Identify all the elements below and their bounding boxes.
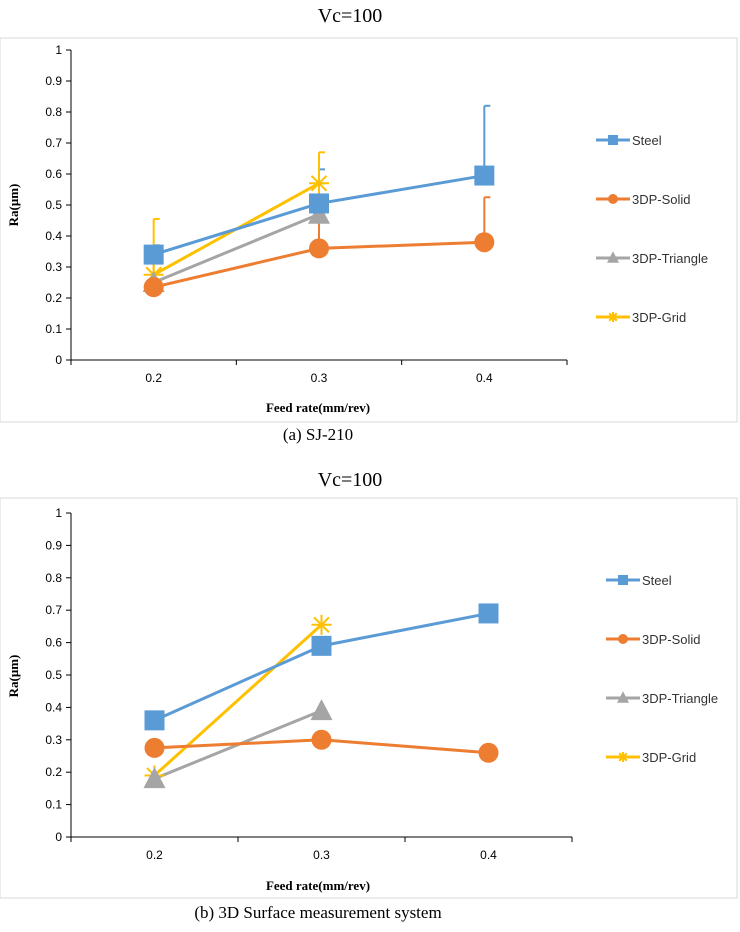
chart-a-ytick-label-3: 0.3 [45,260,62,274]
chart-b-title: Vc=100 [318,469,383,491]
chart-a-ytick-label-2: 0.2 [45,291,62,305]
chart-a-legend-3dp-triangle: 3DP-Triangle [596,251,708,266]
chart-b-xtick-label-2: 0.4 [480,848,497,862]
chart-b-point-3dp-triangle-1 [310,699,333,721]
chart-b-legend-marker-3dp-triangle [617,691,629,703]
chart-b-point-3dp-solid-1 [311,729,332,750]
chart-a-xlabel: Feed rate(mm/rev) [266,400,370,415]
chart-b-point-steel-2 [478,603,499,624]
chart-a-legend-label-3dp-triangle: 3DP-Triangle [632,251,708,266]
chart-b-ytick-label-0: 0 [55,830,62,844]
chart-b-point-steel-0 [144,710,165,731]
chart-b-legend-label-steel: Steel [642,573,672,588]
chart-b-point-3dp-triangle-0 [143,767,166,789]
chart-b-line-3dp-grid [153,623,323,777]
chart-a-ytick-label-9: 0.9 [45,74,62,88]
chart-b-legend-3dp-solid: 3DP-Solid [606,632,701,647]
chart-b-legend-marker-3dp-solid [618,634,628,644]
chart-a-legend-label-3dp-grid: 3DP-Grid [632,310,686,325]
chart-a-ytick-label-0: 0 [55,353,62,367]
chart-b-ytick-label-9: 0.9 [45,538,62,552]
chart-a-point-3dp-solid-0 [143,277,164,298]
chart-b-xlabel: Feed rate(mm/rev) [266,878,370,893]
chart-a-line-3dp-triangle [153,212,320,284]
chart-a-xtick-label-0: 0.2 [145,371,162,385]
chart-a-point-3dp-solid-1 [309,238,329,259]
chart-a-legend-marker-3dp-solid [608,194,618,204]
chart-a-legend-label-steel: Steel [632,133,662,148]
chart-a-xtick-label-2: 0.4 [476,371,493,385]
chart-b-legend-marker-3dp-grid [618,752,628,762]
chart-b-ytick-label-5: 0.5 [45,668,62,682]
chart-a-point-3dp-grid-1 [309,173,329,194]
chart-a-ytick-label-10: 1 [55,43,62,57]
chart-a-ytick-label-7: 0.7 [45,136,62,150]
chart-b-ytick-label-8: 0.8 [45,571,62,585]
chart-b-point-3dp-solid-2 [478,742,499,763]
chart-b-ytick-label-3: 0.3 [45,733,62,747]
chart-b-point-3dp-grid-1 [311,614,332,635]
chart-b-caption: (b) 3D Surface measurement system [194,903,441,922]
chart-a-caption: (a) SJ-210 [283,425,353,444]
chart-b-legend-3dp-triangle: 3DP-Triangle [606,691,718,706]
chart-b-ytick-label-1: 0.1 [45,798,62,812]
chart-b-ytick-label-4: 0.4 [45,700,62,714]
chart-b-legend-marker-steel [618,575,628,585]
chart-b-xtick-label-0: 0.2 [146,848,163,862]
chart-b-legend-3dp-grid: 3DP-Grid [606,750,696,765]
chart-a-legend-marker-steel [608,135,618,145]
chart-b-legend-label-3dp-triangle: 3DP-Triangle [642,691,718,706]
chart-a-frame [0,37,738,423]
chart-a-ytick-label-4: 0.4 [45,229,62,243]
chart-b-ylabel: Ra(μm) [6,655,21,698]
chart-b: 0 0.1 0.2 0.3 0.4 0.5 0.6 0.7 0.8 0.9 1 0.2 0.3 0.4 St… [0,497,738,899]
chart-b-ytick-label-7: 0.7 [45,603,62,617]
chart-b-frame [0,497,738,899]
chart-b-xtick-label-1: 0.3 [313,848,330,862]
chart-a-ytick-label-6: 0.6 [45,167,62,181]
chart-a-legend-marker-3dp-triangle [607,251,619,263]
chart-a-legend-marker-3dp-grid [608,312,618,322]
chart-a: 0 0.1 0.2 0.3 0.4 0.5 0.6 0.7 0.8 0.9 1 0.2 0.3 0.4 St… [0,37,738,423]
chart-b-ytick-label-2: 0.2 [45,765,62,779]
chart-b-legend-label-3dp-solid: 3DP-Solid [642,632,701,647]
chart-b-legend-label-3dp-grid: 3DP-Grid [642,750,696,765]
chart-b-ytick-label-10: 1 [55,506,62,520]
chart-a-point-steel-1 [309,193,329,214]
chart-b-legend-steel: Steel [606,573,672,588]
chart-b-ytick-label-6: 0.6 [45,636,62,650]
chart-a-point-steel-2 [474,165,495,186]
chart-a-ylabel: Ra(μm) [6,184,21,227]
chart-b-point-3dp-solid-0 [144,737,165,758]
chart-a-legend-3dp-grid: 3DP-Grid [596,310,686,325]
chart-a-xtick-label-1: 0.3 [311,371,328,385]
chart-a-ytick-label-1: 0.1 [45,322,62,336]
chart-a-legend-3dp-solid: 3DP-Solid [596,192,691,207]
chart-a-legend-steel: Steel [596,133,662,148]
chart-a-ytick-label-5: 0.5 [45,198,62,212]
chart-a-point-3dp-solid-2 [474,232,495,253]
chart-a-point-steel-0 [143,244,164,265]
chart-a-legend-label-3dp-solid: 3DP-Solid [632,192,691,207]
chart-a-errorbar-steel-2 [483,104,491,176]
chart-a-ytick-label-8: 0.8 [45,105,62,119]
chart-a-title: Vc=100 [318,5,383,27]
chart-b-point-steel-1 [311,635,332,656]
